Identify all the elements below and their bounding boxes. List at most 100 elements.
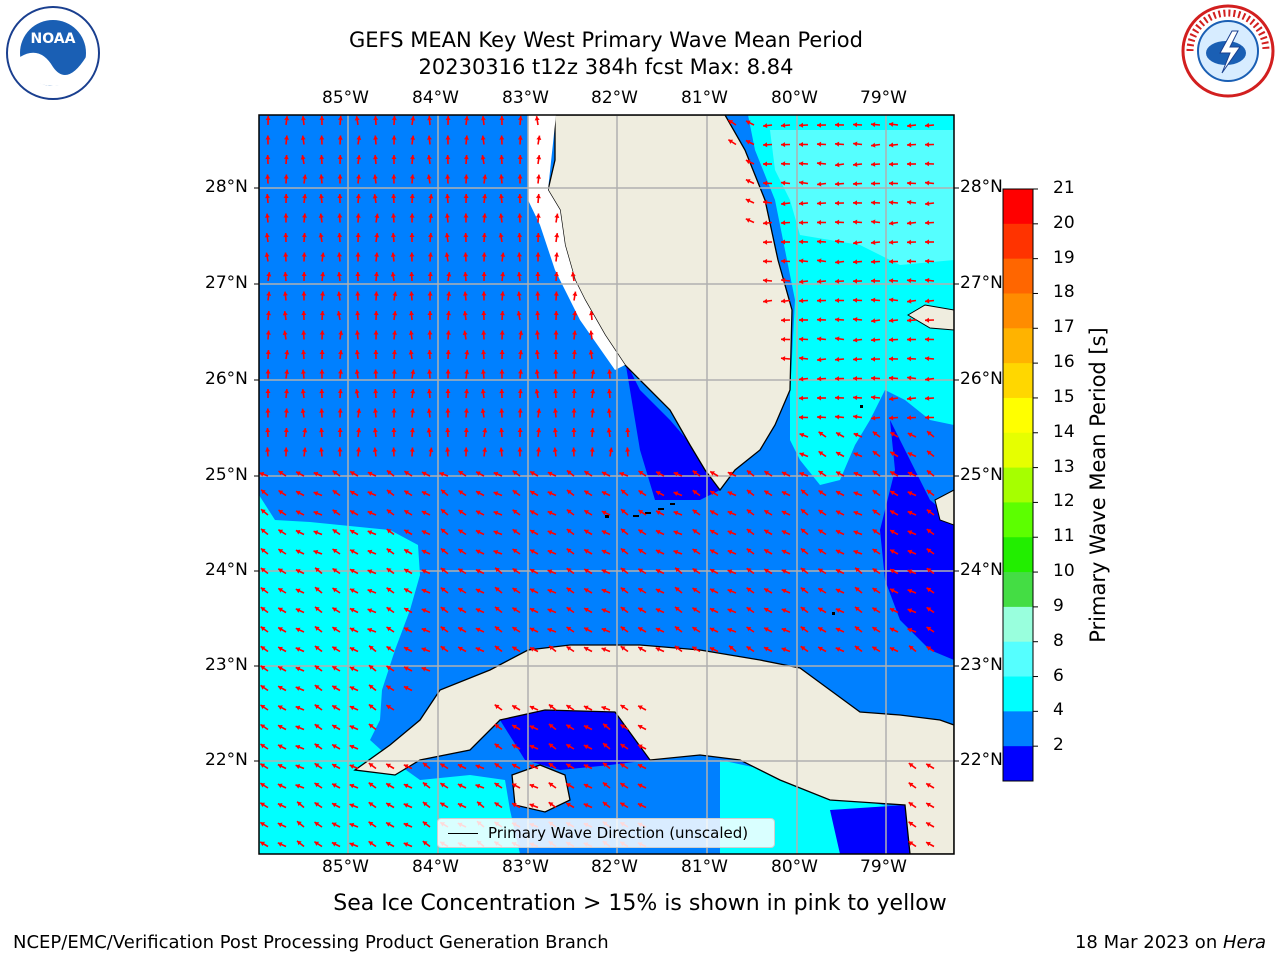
wave-arrow-head [391, 350, 397, 355]
wave-arrow-head [367, 510, 373, 516]
wave-arrow-head [601, 588, 607, 594]
wave-arrow-head [296, 510, 301, 515]
wave-arrow-head [475, 608, 481, 613]
wave-arrow-head [332, 470, 338, 476]
footer-right: 18 Mar 2023 on Hera [1075, 932, 1266, 953]
lon-label-bottom-84w: 84°W [412, 857, 459, 877]
wave-arrow-head [572, 291, 578, 296]
wave-arrow-head [871, 375, 876, 381]
wave-arrow-head [818, 568, 823, 573]
wave-arrow-head [404, 471, 410, 476]
wave-arrow-head [746, 548, 752, 554]
wave-arrow-head [535, 213, 541, 218]
wave-arrow-head [481, 252, 487, 257]
wave-arrow-head [421, 588, 427, 594]
wave-arrow-head [313, 471, 319, 477]
wave-arrow-head [332, 549, 338, 554]
wave-arrow-head [835, 162, 840, 168]
wave-arrow-head [675, 567, 680, 573]
wave-arrow-head [710, 588, 715, 593]
wave-arrow-head [403, 764, 409, 769]
wave-arrow-head [350, 529, 355, 535]
wave-arrow-head [260, 783, 266, 788]
wave-arrow-head [440, 568, 446, 573]
wave-arrow-head [265, 213, 270, 218]
wave-arrow-head [926, 548, 932, 554]
wave-arrow-head [457, 803, 463, 808]
wave-arrow-head [727, 491, 733, 496]
wave-arrow-head [373, 330, 379, 335]
wave-arrow-head [386, 666, 392, 671]
colorbar-tick-label: 17 [1053, 317, 1075, 338]
wave-arrow-head [530, 588, 535, 593]
wave-arrow-head [410, 389, 416, 394]
wave-arrow-head [890, 510, 895, 515]
wave-arrow-head [853, 297, 858, 303]
wave-arrow-head [410, 116, 416, 121]
wave-arrow-head [801, 489, 806, 495]
wave-arrow-head [499, 155, 505, 160]
wave-arrow-head [853, 200, 857, 206]
wave-arrow-head [500, 252, 506, 257]
wave-arrow-head [799, 161, 804, 167]
wave-arrow-head [319, 447, 324, 452]
wave-arrow-head [584, 471, 590, 476]
wave-arrow-head [746, 490, 752, 495]
lat-label-right-23n: 23°N [960, 655, 1003, 675]
wave-arrow-head [338, 369, 343, 374]
wave-arrow-head [512, 803, 517, 808]
wave-arrow-head [458, 471, 464, 476]
wave-arrow-head [818, 510, 824, 515]
wave-arrow-head [871, 181, 875, 186]
colorbar-cell [1003, 572, 1033, 608]
colorbar-tick-label: 16 [1053, 352, 1075, 373]
wave-arrow-head [871, 318, 876, 324]
wave-arrow-head [494, 646, 500, 651]
wave-arrow-head [566, 607, 572, 612]
wave-arrow-head [386, 802, 391, 808]
wave-arrow-head [319, 408, 325, 413]
wave-arrow-head [391, 116, 397, 121]
wave-arrow-head [458, 529, 464, 534]
wave-arrow-head [302, 447, 308, 452]
wave-arrow-head [315, 606, 320, 612]
wave-arrow-head [853, 395, 858, 401]
wave-arrow-head [277, 803, 283, 808]
wave-arrow-head [499, 350, 505, 354]
wave-arrow-head [319, 428, 325, 433]
wave-arrow-head [464, 350, 470, 355]
wave-arrow-head [423, 762, 428, 768]
wave-arrow-head [927, 431, 932, 436]
lon-label-top-84w: 84°W [412, 88, 459, 108]
wave-arrow-head [422, 821, 428, 826]
wave-arrow-head [817, 298, 822, 304]
wave-arrow-head [692, 470, 698, 476]
wave-arrow-head [818, 529, 824, 534]
wave-arrow-head [386, 705, 392, 710]
wave-arrow-head [763, 123, 768, 129]
wave-arrow-head [427, 330, 433, 335]
wave-arrow-head [835, 356, 840, 362]
wave-arrow-head [566, 705, 572, 710]
wave-arrow-head [374, 252, 379, 257]
wave-arrow-head [926, 607, 932, 612]
wave-arrow-head [349, 666, 355, 672]
colorbar-cell [1003, 397, 1033, 434]
lon-label-top-79w: 79°W [860, 88, 907, 108]
wave-arrow-head [463, 272, 469, 277]
wave-arrow-head [638, 607, 643, 613]
wave-arrow-head [283, 155, 289, 160]
wave-arrow-head [427, 291, 433, 296]
wave-arrow-head [261, 528, 266, 534]
wave-arrow-head [890, 451, 895, 457]
wave-arrow-head [462, 330, 468, 335]
wave-arrow-head [278, 549, 284, 554]
wave-arrow-head [260, 607, 266, 612]
wave-arrow-head [337, 389, 343, 394]
wave-arrow-head [356, 408, 362, 413]
wave-arrow-head [836, 510, 841, 515]
wave-arrow-head [554, 213, 560, 218]
colorbar-cell [1003, 502, 1033, 538]
wave-arrow-head [763, 298, 768, 304]
colorbar-tick-label: 10 [1053, 561, 1075, 582]
